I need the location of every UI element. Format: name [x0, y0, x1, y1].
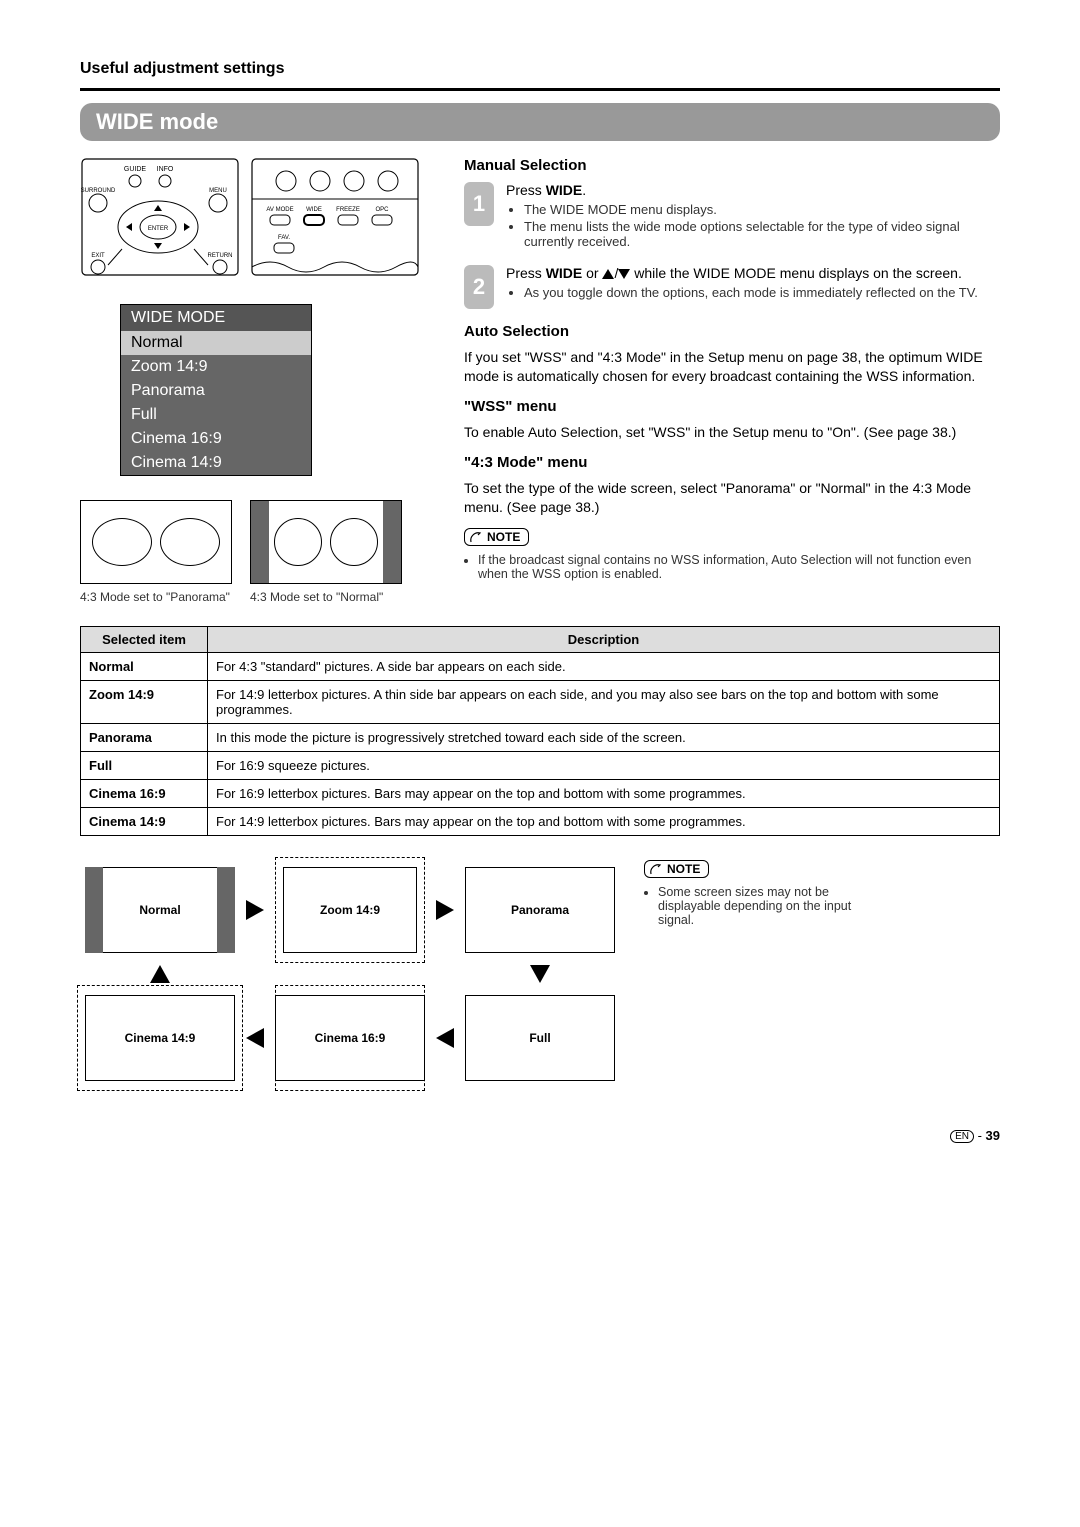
step-bullet: The menu lists the wide mode options sel… [524, 219, 1000, 249]
table-row: Cinema 16:9For 16:9 letterbox pictures. … [81, 780, 1000, 808]
cycle-c149: Cinema 14:9 [85, 995, 235, 1081]
section-title: WIDE mode [80, 103, 1000, 141]
svg-text:RETURN: RETURN [208, 253, 233, 259]
thumb-normal: 4:3 Mode set to "Normal" [250, 500, 402, 604]
wide-keyword: WIDE [546, 265, 583, 281]
remote-diagram: GUIDE INFO SURROUND MENU ENTER EXIT RETU… [80, 157, 420, 277]
svg-text:FREEZE: FREEZE [336, 207, 360, 213]
arrow-left-icon [246, 1028, 264, 1048]
osd-header: WIDE MODE [121, 305, 311, 331]
up-icon [602, 269, 614, 279]
note-bullet: If the broadcast signal contains no WSS … [478, 553, 1000, 581]
table-row: Zoom 14:9For 14:9 letterbox pictures. A … [81, 681, 1000, 724]
note-icon [649, 862, 663, 876]
step-number: 1 [464, 182, 494, 226]
down-icon [618, 269, 630, 279]
thumb-caption: 4:3 Mode set to "Normal" [250, 590, 383, 604]
table-row: PanoramaIn this mode the picture is prog… [81, 724, 1000, 752]
svg-text:OPC: OPC [375, 207, 389, 213]
wss-heading: "WSS" menu [464, 398, 1000, 415]
svg-text:GUIDE: GUIDE [124, 166, 147, 173]
osd-item: Full [121, 403, 311, 427]
step-bullet: As you toggle down the options, each mod… [524, 285, 1000, 300]
arrow-up-icon [150, 965, 170, 983]
page-header: Useful adjustment settings [80, 60, 1000, 78]
osd-menu: WIDE MODE Normal Zoom 14:9 Panorama Full… [120, 304, 312, 476]
thumb-panorama: 4:3 Mode set to "Panorama" [80, 500, 232, 604]
page-number: EN - 39 [80, 1128, 1000, 1143]
note-bullet: Some screen sizes may not be displayable… [658, 885, 884, 927]
note-badge: NOTE [464, 528, 529, 546]
svg-text:AV MODE: AV MODE [266, 207, 293, 213]
arrow-left-icon [436, 1028, 454, 1048]
note-icon [469, 530, 483, 544]
osd-item: Cinema 14:9 [121, 451, 311, 475]
osd-item: Panorama [121, 379, 311, 403]
cycle-c169: Cinema 16:9 [275, 995, 425, 1081]
auto-selection-text: If you set "WSS" and "4:3 Mode" in the S… [464, 348, 1000, 386]
thumb-caption: 4:3 Mode set to "Panorama" [80, 590, 230, 604]
table-row: NormalFor 4:3 "standard" pictures. A sid… [81, 653, 1000, 681]
wide-keyword: WIDE [546, 182, 583, 198]
step-2: 2 Press WIDE or / while the WIDE MODE me… [464, 265, 1000, 309]
table-head-item: Selected item [81, 627, 208, 653]
cycle-panorama: Panorama [465, 867, 615, 953]
cycle-note: NOTE Some screen sizes may not be displa… [644, 860, 884, 1088]
note-badge: NOTE [644, 860, 709, 878]
svg-text:EXIT: EXIT [91, 253, 105, 259]
osd-item: Cinema 16:9 [121, 427, 311, 451]
svg-text:SURROUND: SURROUND [81, 188, 116, 194]
cycle-normal: Normal [85, 867, 235, 953]
mode-description-table: Selected item Description NormalFor 4:3 … [80, 626, 1000, 836]
table-head-desc: Description [208, 627, 1000, 653]
arrow-right-icon [246, 900, 264, 920]
cycle-full: Full [465, 995, 615, 1081]
wss-text: To enable Auto Selection, set "WSS" in t… [464, 423, 1000, 442]
step-1: 1 Press WIDE. The WIDE MODE menu display… [464, 182, 1000, 251]
step-text: Press [506, 182, 546, 198]
svg-text:INFO: INFO [157, 166, 174, 173]
arrow-down-icon [530, 965, 550, 983]
mode43-text: To set the type of the wide screen, sele… [464, 479, 1000, 517]
table-row: FullFor 16:9 squeeze pictures. [81, 752, 1000, 780]
manual-selection-heading: Manual Selection [464, 157, 1000, 174]
osd-item: Zoom 14:9 [121, 355, 311, 379]
mode43-heading: "4:3 Mode" menu [464, 454, 1000, 471]
table-row: Cinema 14:9For 14:9 letterbox pictures. … [81, 808, 1000, 836]
step-number: 2 [464, 265, 494, 309]
osd-selected-item: Normal [121, 331, 311, 355]
header-divider [80, 88, 1000, 91]
svg-text:FAV.: FAV. [278, 235, 290, 241]
svg-text:MENU: MENU [209, 188, 227, 194]
step-bullet: The WIDE MODE menu displays. [524, 202, 1000, 217]
svg-text:ENTER: ENTER [148, 226, 169, 232]
step-text: Press [506, 265, 546, 281]
arrow-right-icon [436, 900, 454, 920]
auto-selection-heading: Auto Selection [464, 323, 1000, 340]
cycle-zoom: Zoom 14:9 [275, 867, 425, 953]
svg-text:WIDE: WIDE [306, 207, 322, 213]
mode-cycle-diagram: Normal Zoom 14:9 Panorama Cinema 14:9 Ci… [80, 860, 620, 1088]
